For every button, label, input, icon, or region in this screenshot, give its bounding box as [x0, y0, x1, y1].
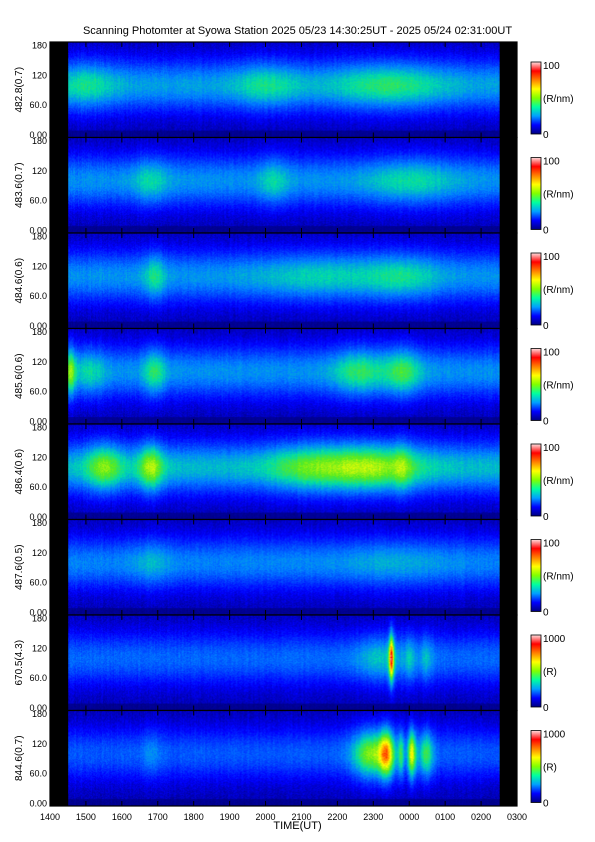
- y-tick-label: 120: [32, 739, 47, 749]
- heatmap-image: [68, 615, 500, 711]
- colorbar-min-label: 0: [543, 417, 549, 428]
- panel-ylabel: 670.5(4.3): [14, 640, 25, 686]
- colorbar-max-label: 100: [543, 157, 560, 168]
- x-tick-label: 0300: [507, 812, 527, 822]
- panel-frame: [49, 709, 518, 807]
- colorbar-min-label: 0: [543, 512, 549, 523]
- colorbar-min-label: 0: [543, 703, 549, 714]
- colorbar-unit-label: (R/nm): [543, 381, 574, 392]
- y-tick-label: 60.0: [29, 578, 47, 588]
- x-axis-label: TIME(UT): [273, 820, 322, 832]
- heatmap-image: [68, 233, 500, 329]
- panel-ylabel: 487.6(0.5): [14, 544, 25, 590]
- colorbar-max-label: 100: [543, 252, 560, 263]
- y-tick-label: 120: [32, 357, 47, 367]
- panel-ylabel: 486.4(0.6): [14, 449, 25, 495]
- colorbar: [530, 157, 542, 230]
- x-tick-label: 1500: [76, 812, 96, 822]
- x-tick-label: 1600: [112, 812, 132, 822]
- heatmap-image: [68, 710, 500, 806]
- colorbar-max-label: 100: [543, 61, 560, 72]
- panel-ylabel: 485.6(0.6): [14, 353, 25, 399]
- panel-ylabel: 482.8(0.7): [14, 67, 25, 113]
- y-tick-label: 180: [32, 136, 47, 146]
- colorbar: [530, 634, 542, 708]
- colorbar-max-label: 1000: [543, 730, 566, 741]
- y-tick-label: 60.0: [29, 769, 47, 779]
- y-tick-label: 60.0: [29, 291, 47, 301]
- x-tick-label: 2300: [363, 812, 383, 822]
- x-tick-label: 0200: [471, 812, 491, 822]
- y-tick-label: 0.00: [29, 226, 47, 236]
- colorbar-unit-label: (R): [543, 667, 557, 678]
- panel-ylabel: 844.6(0.7): [14, 735, 25, 781]
- y-tick-label: 0.00: [29, 608, 47, 618]
- y-tick-label: 180: [32, 709, 47, 719]
- y-tick-label: 120: [32, 70, 47, 80]
- y-tick-label: 120: [32, 548, 47, 558]
- panel-ylabel: 483.6(0.7): [14, 162, 25, 208]
- colorbar-unit-label: (R/nm): [543, 94, 574, 105]
- y-tick-label: 0.00: [29, 703, 47, 713]
- y-tick-label: 60.0: [29, 387, 47, 397]
- colorbar-max-label: 100: [543, 443, 560, 454]
- y-tick-label: 0.00: [29, 417, 47, 427]
- y-tick-label: 120: [32, 452, 47, 462]
- colorbar-min-label: 0: [543, 608, 549, 619]
- colorbar-max-label: 1000: [543, 634, 566, 645]
- y-tick-label: 0.00: [29, 321, 47, 331]
- colorbar-unit-label: (R/nm): [543, 572, 574, 583]
- y-tick-label: 180: [32, 518, 47, 528]
- colorbar-unit-label: (R/nm): [543, 190, 574, 201]
- x-tick-label: 0100: [435, 812, 455, 822]
- x-tick-label: 1800: [184, 812, 204, 822]
- x-tick-label: 2100: [291, 812, 311, 822]
- y-tick-label: 180: [32, 327, 47, 337]
- x-tick-label: 2200: [327, 812, 347, 822]
- heatmap-image: [68, 328, 500, 424]
- heatmap-image: [68, 424, 500, 520]
- y-tick-label: 180: [32, 232, 47, 242]
- colorbar-min-label: 0: [543, 799, 549, 810]
- x-tick-label: 2000: [256, 812, 276, 822]
- y-tick-label: 60.0: [29, 482, 47, 492]
- chart-title: Scanning Photomter at Syowa Station 2025…: [82, 25, 513, 37]
- panel-ylabel: 484.6(0.6): [14, 258, 25, 304]
- colorbar-unit-label: (R/nm): [543, 285, 574, 296]
- heatmap-image: [68, 42, 500, 138]
- colorbar-max-label: 100: [543, 539, 560, 550]
- y-tick-label: 180: [32, 423, 47, 433]
- y-tick-label: 60.0: [29, 100, 47, 110]
- heatmap-image: [68, 519, 500, 615]
- colorbar: [530, 443, 542, 517]
- colorbar: [530, 730, 542, 803]
- x-tick-label: 1400: [40, 812, 60, 822]
- y-tick-label: 180: [32, 614, 47, 624]
- colorbar-min-label: 0: [543, 130, 549, 141]
- y-tick-label: 0.00: [29, 130, 47, 140]
- y-tick-label: 0.00: [29, 799, 47, 809]
- y-tick-label: 180: [32, 41, 47, 51]
- colorbar: [530, 61, 542, 135]
- colorbar: [530, 348, 542, 421]
- colorbar-unit-label: (R/nm): [543, 476, 574, 487]
- x-tick-label: 1900: [220, 812, 240, 822]
- x-tick-label: 0000: [399, 812, 419, 822]
- colorbar: [530, 539, 542, 612]
- y-tick-label: 60.0: [29, 673, 47, 683]
- y-tick-label: 120: [32, 166, 47, 176]
- colorbar-max-label: 100: [543, 348, 560, 359]
- y-tick-label: 120: [32, 643, 47, 653]
- x-tick-label: 1700: [148, 812, 168, 822]
- colorbar-min-label: 0: [543, 226, 549, 237]
- y-tick-label: 60.0: [29, 196, 47, 206]
- colorbar-min-label: 0: [543, 321, 549, 332]
- y-tick-label: 0.00: [29, 512, 47, 522]
- heatmap-image: [68, 137, 500, 233]
- y-tick-label: 120: [32, 261, 47, 271]
- colorbar: [530, 252, 542, 326]
- colorbar-unit-label: (R): [543, 763, 557, 774]
